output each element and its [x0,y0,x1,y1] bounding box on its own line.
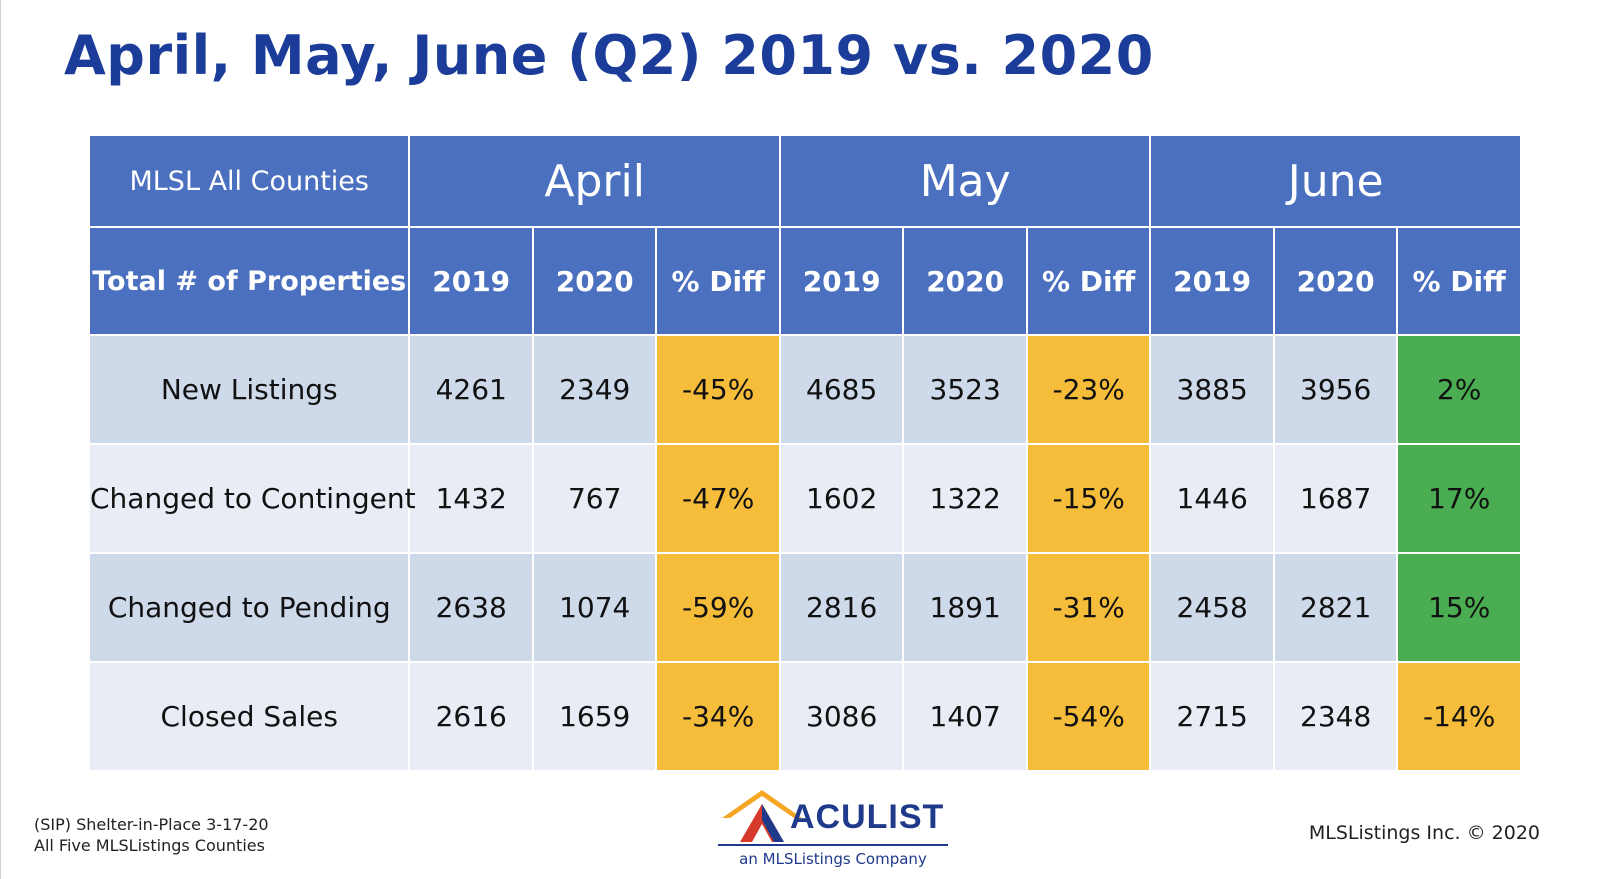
cell-value: 1687 [1272,443,1399,554]
month-header-may: May [778,134,1152,228]
cell-value: 1602 [778,443,905,554]
cell-pct-diff: -23% [1025,334,1152,445]
cell-value: 1074 [531,552,658,663]
cell-value: 2821 [1272,552,1399,663]
cell-value: 4261 [408,334,534,445]
cell-pct-diff: -14% [1396,661,1522,772]
cell-pct-diff: -59% [655,552,781,663]
col-header-year-2019: 2019 [778,226,905,336]
footer-note-line-1: (SIP) Shelter-in-Place 3-17-20 [34,815,269,834]
logo-wordmark: ACULIST [790,798,945,836]
house-triangle-logo-icon [722,790,802,842]
page-title: April, May, June (Q2) 2019 vs. 2020 [64,24,1154,87]
cell-pct-diff: 2% [1396,334,1522,445]
corner-header-top: MLSL All Counties [87,134,411,228]
col-header-pct-diff: % Diff [1025,226,1152,336]
cell-value: 1659 [531,661,658,772]
row-label: Changed to Pending [87,552,411,663]
cell-value: 1891 [902,552,1028,663]
table-row: Changed to Pending 2638 1074 -59% 2816 1… [87,552,1522,663]
col-header-year-2020: 2020 [902,226,1028,336]
cell-pct-diff: 17% [1396,443,1522,554]
cell-pct-diff: -45% [655,334,781,445]
cell-value: 1432 [408,443,534,554]
cell-pct-diff: -34% [655,661,781,772]
cell-value: 2349 [531,334,658,445]
cell-pct-diff: -54% [1025,661,1152,772]
cell-value: 3523 [902,334,1028,445]
col-header-year-2019: 2019 [1149,226,1275,336]
table-row: New Listings 4261 2349 -45% 4685 3523 -2… [87,334,1522,445]
cell-value: 1446 [1149,443,1275,554]
footer-note-line-2: All Five MLSListings Counties [34,836,265,855]
cell-value: 2458 [1149,552,1275,663]
month-header-april: April [408,134,781,228]
month-header-june: June [1149,134,1522,228]
cell-value: 2616 [408,661,534,772]
cell-value: 767 [531,443,658,554]
logo-divider [718,844,948,846]
row-label: New Listings [87,334,411,445]
cell-value: 3885 [1149,334,1275,445]
corner-header-bottom: Total # of Properties [87,226,411,336]
header-row-columns: Total # of Properties 2019 2020 % Diff 2… [87,226,1522,336]
cell-value: 3956 [1272,334,1399,445]
cell-value: 4685 [778,334,905,445]
col-header-pct-diff: % Diff [1396,226,1522,336]
cell-value: 2816 [778,552,905,663]
cell-value: 1407 [902,661,1028,772]
stats-table: MLSL All Counties April May June Total #… [87,134,1522,772]
cell-value: 2715 [1149,661,1275,772]
cell-value: 2348 [1272,661,1399,772]
aculist-logo: ACULIST an MLSListings Company [718,788,948,872]
cell-pct-diff: -31% [1025,552,1152,663]
col-header-year-2020: 2020 [1272,226,1399,336]
cell-value: 2638 [408,552,534,663]
table-row: Closed Sales 2616 1659 -34% 3086 1407 -5… [87,661,1522,772]
cell-pct-diff: -15% [1025,443,1152,554]
cell-value: 1322 [902,443,1028,554]
footer-note: (SIP) Shelter-in-Place 3-17-20 All Five … [34,814,269,856]
copyright-text: MLSListings Inc. © 2020 [1308,822,1540,844]
cell-pct-diff: -47% [655,443,781,554]
col-header-pct-diff: % Diff [655,226,781,336]
row-label: Closed Sales [87,661,411,772]
table-row: Changed to Contingent 1432 767 -47% 1602… [87,443,1522,554]
logo-tagline: an MLSListings Company [739,850,927,868]
cell-pct-diff: 15% [1396,552,1522,663]
col-header-year-2019: 2019 [408,226,534,336]
header-row-months: MLSL All Counties April May June [87,134,1522,228]
cell-value: 3086 [778,661,905,772]
col-header-year-2020: 2020 [531,226,658,336]
row-label: Changed to Contingent [87,443,416,554]
